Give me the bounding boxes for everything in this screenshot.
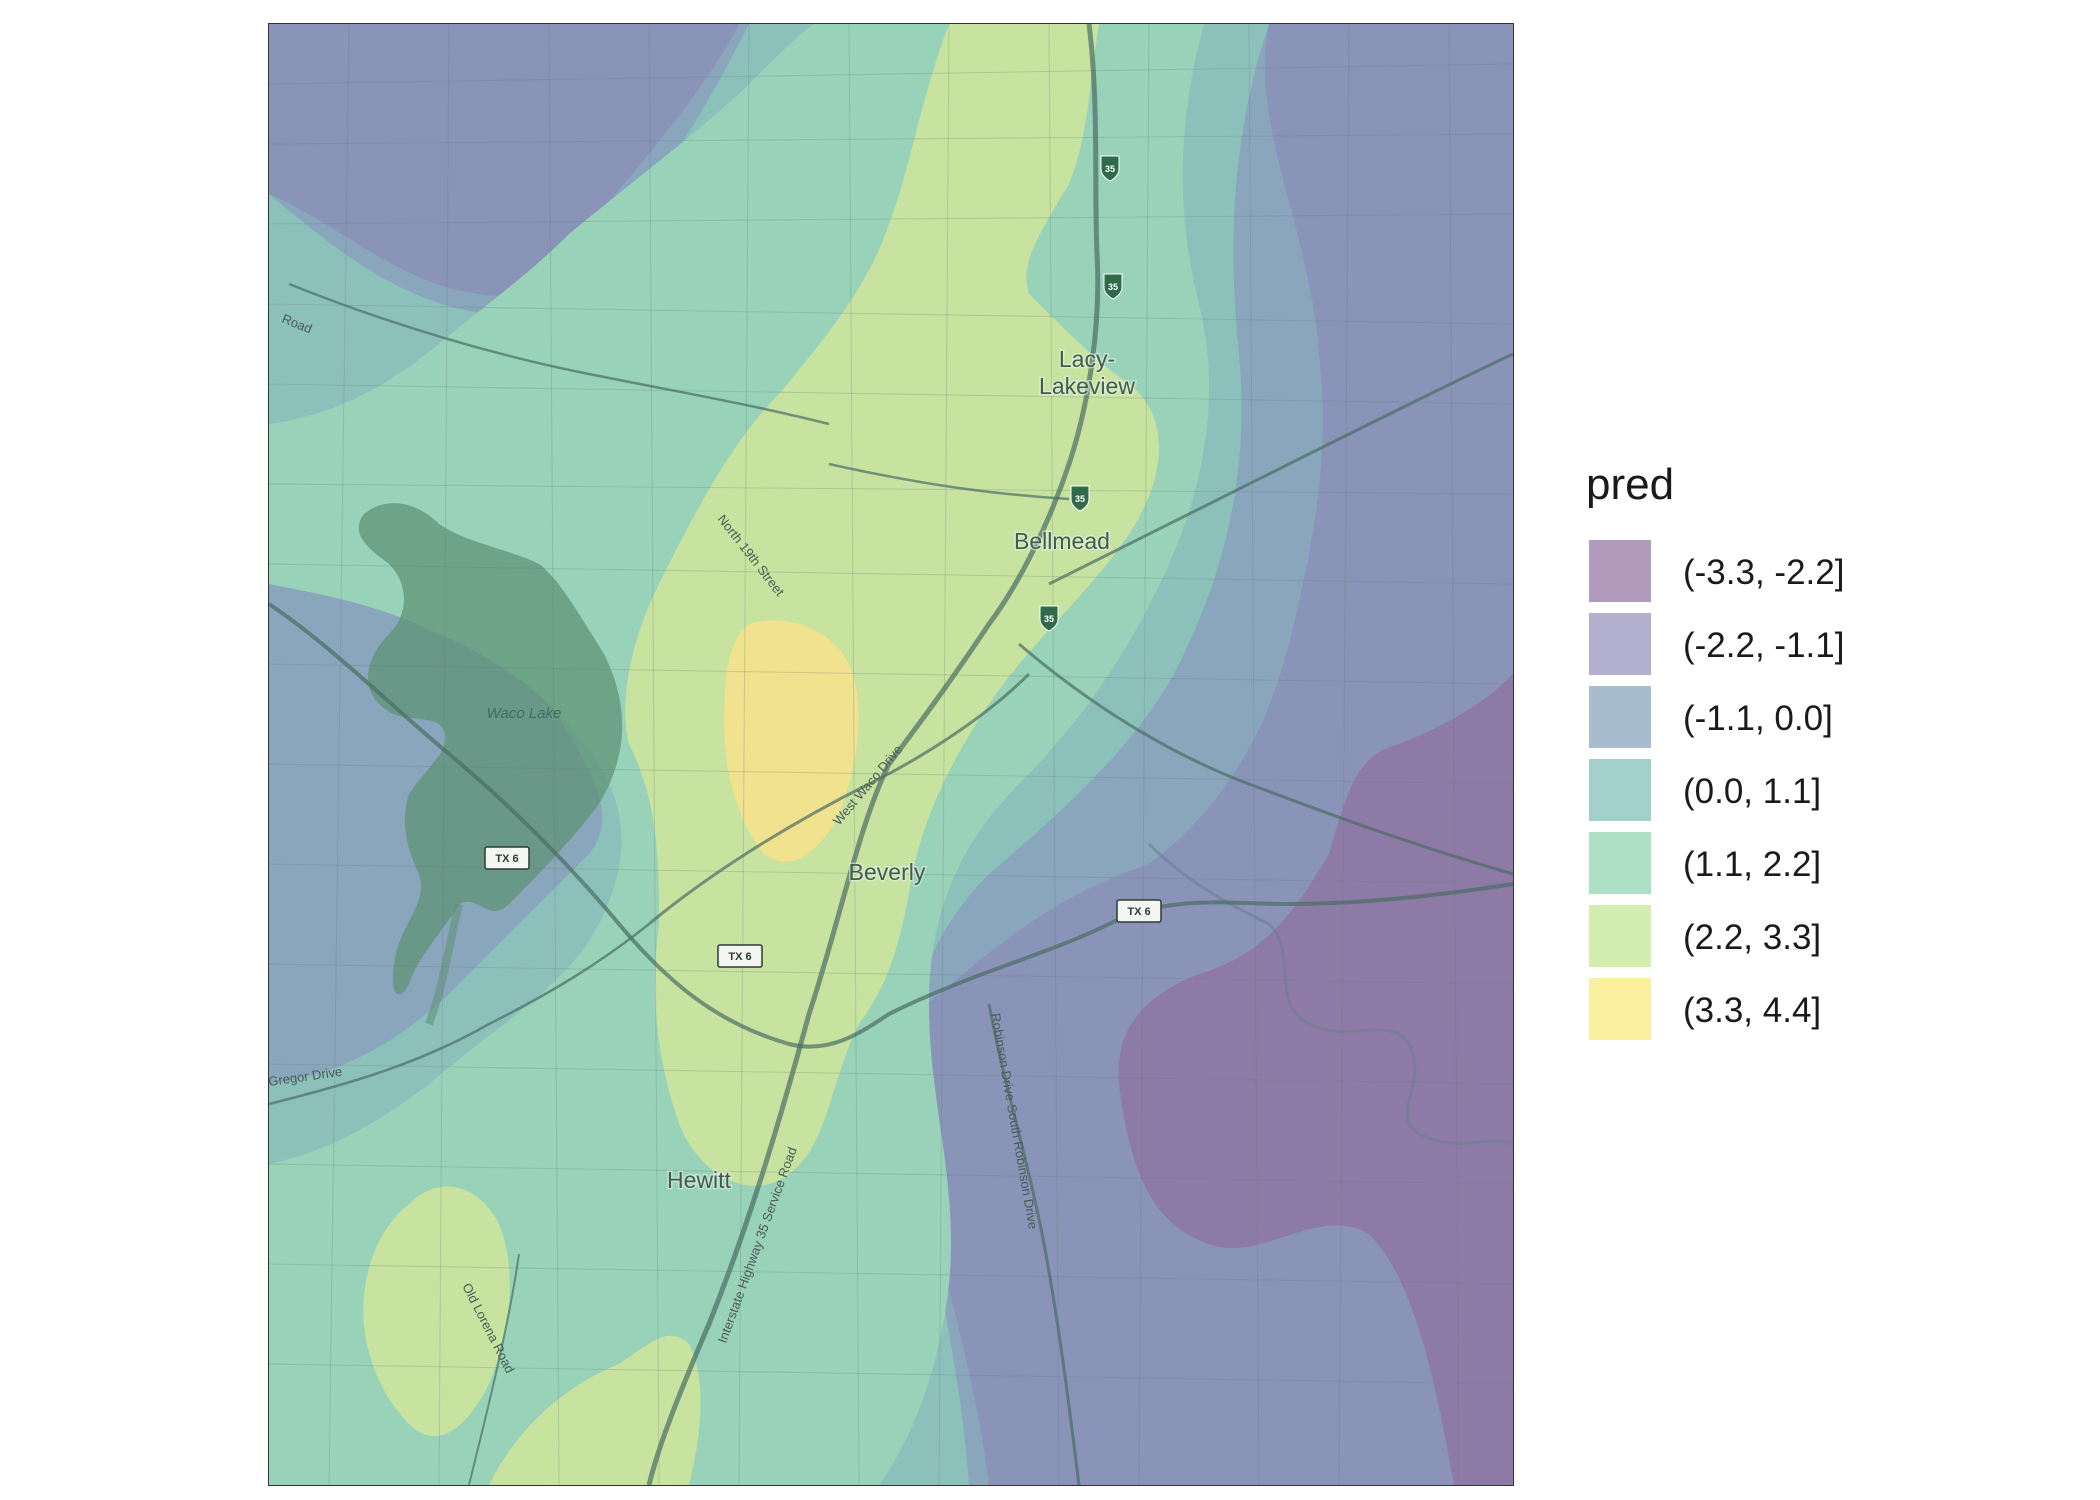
i35-shield-4: 35 xyxy=(1039,605,1059,632)
place-hewitt: Hewitt xyxy=(667,1167,732,1193)
legend-title: pred xyxy=(1586,460,1675,509)
legend-key xyxy=(1586,829,1654,897)
zone-nw-low xyxy=(269,24,739,296)
place-lacy-1: Lacy- xyxy=(1059,346,1115,372)
brazos-river xyxy=(1147,842,1513,1146)
place-beverly: Beverly xyxy=(849,859,926,885)
svg-text:TX 6: TX 6 xyxy=(728,951,751,963)
zone-2-3-s xyxy=(489,1335,701,1485)
legend-item: (0.0, 1.1] xyxy=(1586,756,1906,824)
tx6-shield-west: TX 6 xyxy=(484,846,530,870)
map-panel[interactable]: Lacy- Lakeview Bellmead Beverly Hewitt W… xyxy=(268,23,1514,1486)
svg-text:35: 35 xyxy=(1044,614,1054,624)
i35-shield-1: 35 xyxy=(1100,155,1120,182)
place-lacy-2: Lakeview xyxy=(1039,373,1135,399)
zone-3-4 xyxy=(724,620,859,862)
zone-2-3 xyxy=(625,24,1159,1186)
svg-text:TX 6: TX 6 xyxy=(1127,906,1150,918)
legend-item: (-3.3, -2.2] xyxy=(1586,537,1906,605)
zone-neg3-neg2 xyxy=(1118,674,1513,1485)
svg-text:TX 6: TX 6 xyxy=(495,853,518,865)
i35-shield-2: 35 xyxy=(1103,273,1123,300)
legend-label: (-2.2, -1.1] xyxy=(1683,626,1845,665)
zone-2-3-sw xyxy=(363,1186,510,1437)
legend-item: (-2.2, -1.1] xyxy=(1586,610,1906,678)
legend-label: (-3.3, -2.2] xyxy=(1683,553,1845,592)
legend-item: (3.3, 4.4] xyxy=(1586,975,1906,1043)
major-roads xyxy=(269,24,1513,1485)
legend-label: (0.0, 1.1] xyxy=(1683,772,1822,811)
river-south xyxy=(425,903,463,1026)
legend-label: (3.3, 4.4] xyxy=(1683,991,1822,1030)
svg-text:35: 35 xyxy=(1108,282,1118,292)
legend-key xyxy=(1586,537,1654,605)
i35-shield-3: 35 xyxy=(1070,485,1090,512)
legend-key xyxy=(1586,902,1654,970)
place-bellmead: Bellmead xyxy=(1014,528,1110,554)
legend-label: (1.1, 2.2] xyxy=(1683,845,1822,884)
legend-key xyxy=(1586,683,1654,751)
waco-lake xyxy=(358,503,623,995)
legend-key xyxy=(1586,975,1654,1043)
tx6-shield-east: TX 6 xyxy=(1116,899,1162,923)
legend-label: (2.2, 3.3] xyxy=(1683,918,1822,957)
tx6-shield-center: TX 6 xyxy=(717,944,763,968)
prediction-map[interactable]: Lacy- Lakeview Bellmead Beverly Hewitt W… xyxy=(269,24,1513,1485)
label-waco-lake: Waco Lake xyxy=(487,705,562,722)
legend-label: (-1.1, 0.0] xyxy=(1683,699,1833,738)
legend-item: (1.1, 2.2] xyxy=(1586,829,1906,897)
legend-item: (2.2, 3.3] xyxy=(1586,902,1906,970)
svg-text:35: 35 xyxy=(1105,164,1115,174)
legend-item: (-1.1, 0.0] xyxy=(1586,683,1906,751)
svg-text:35: 35 xyxy=(1075,494,1085,504)
legend-key xyxy=(1586,756,1654,824)
legend-key xyxy=(1586,610,1654,678)
